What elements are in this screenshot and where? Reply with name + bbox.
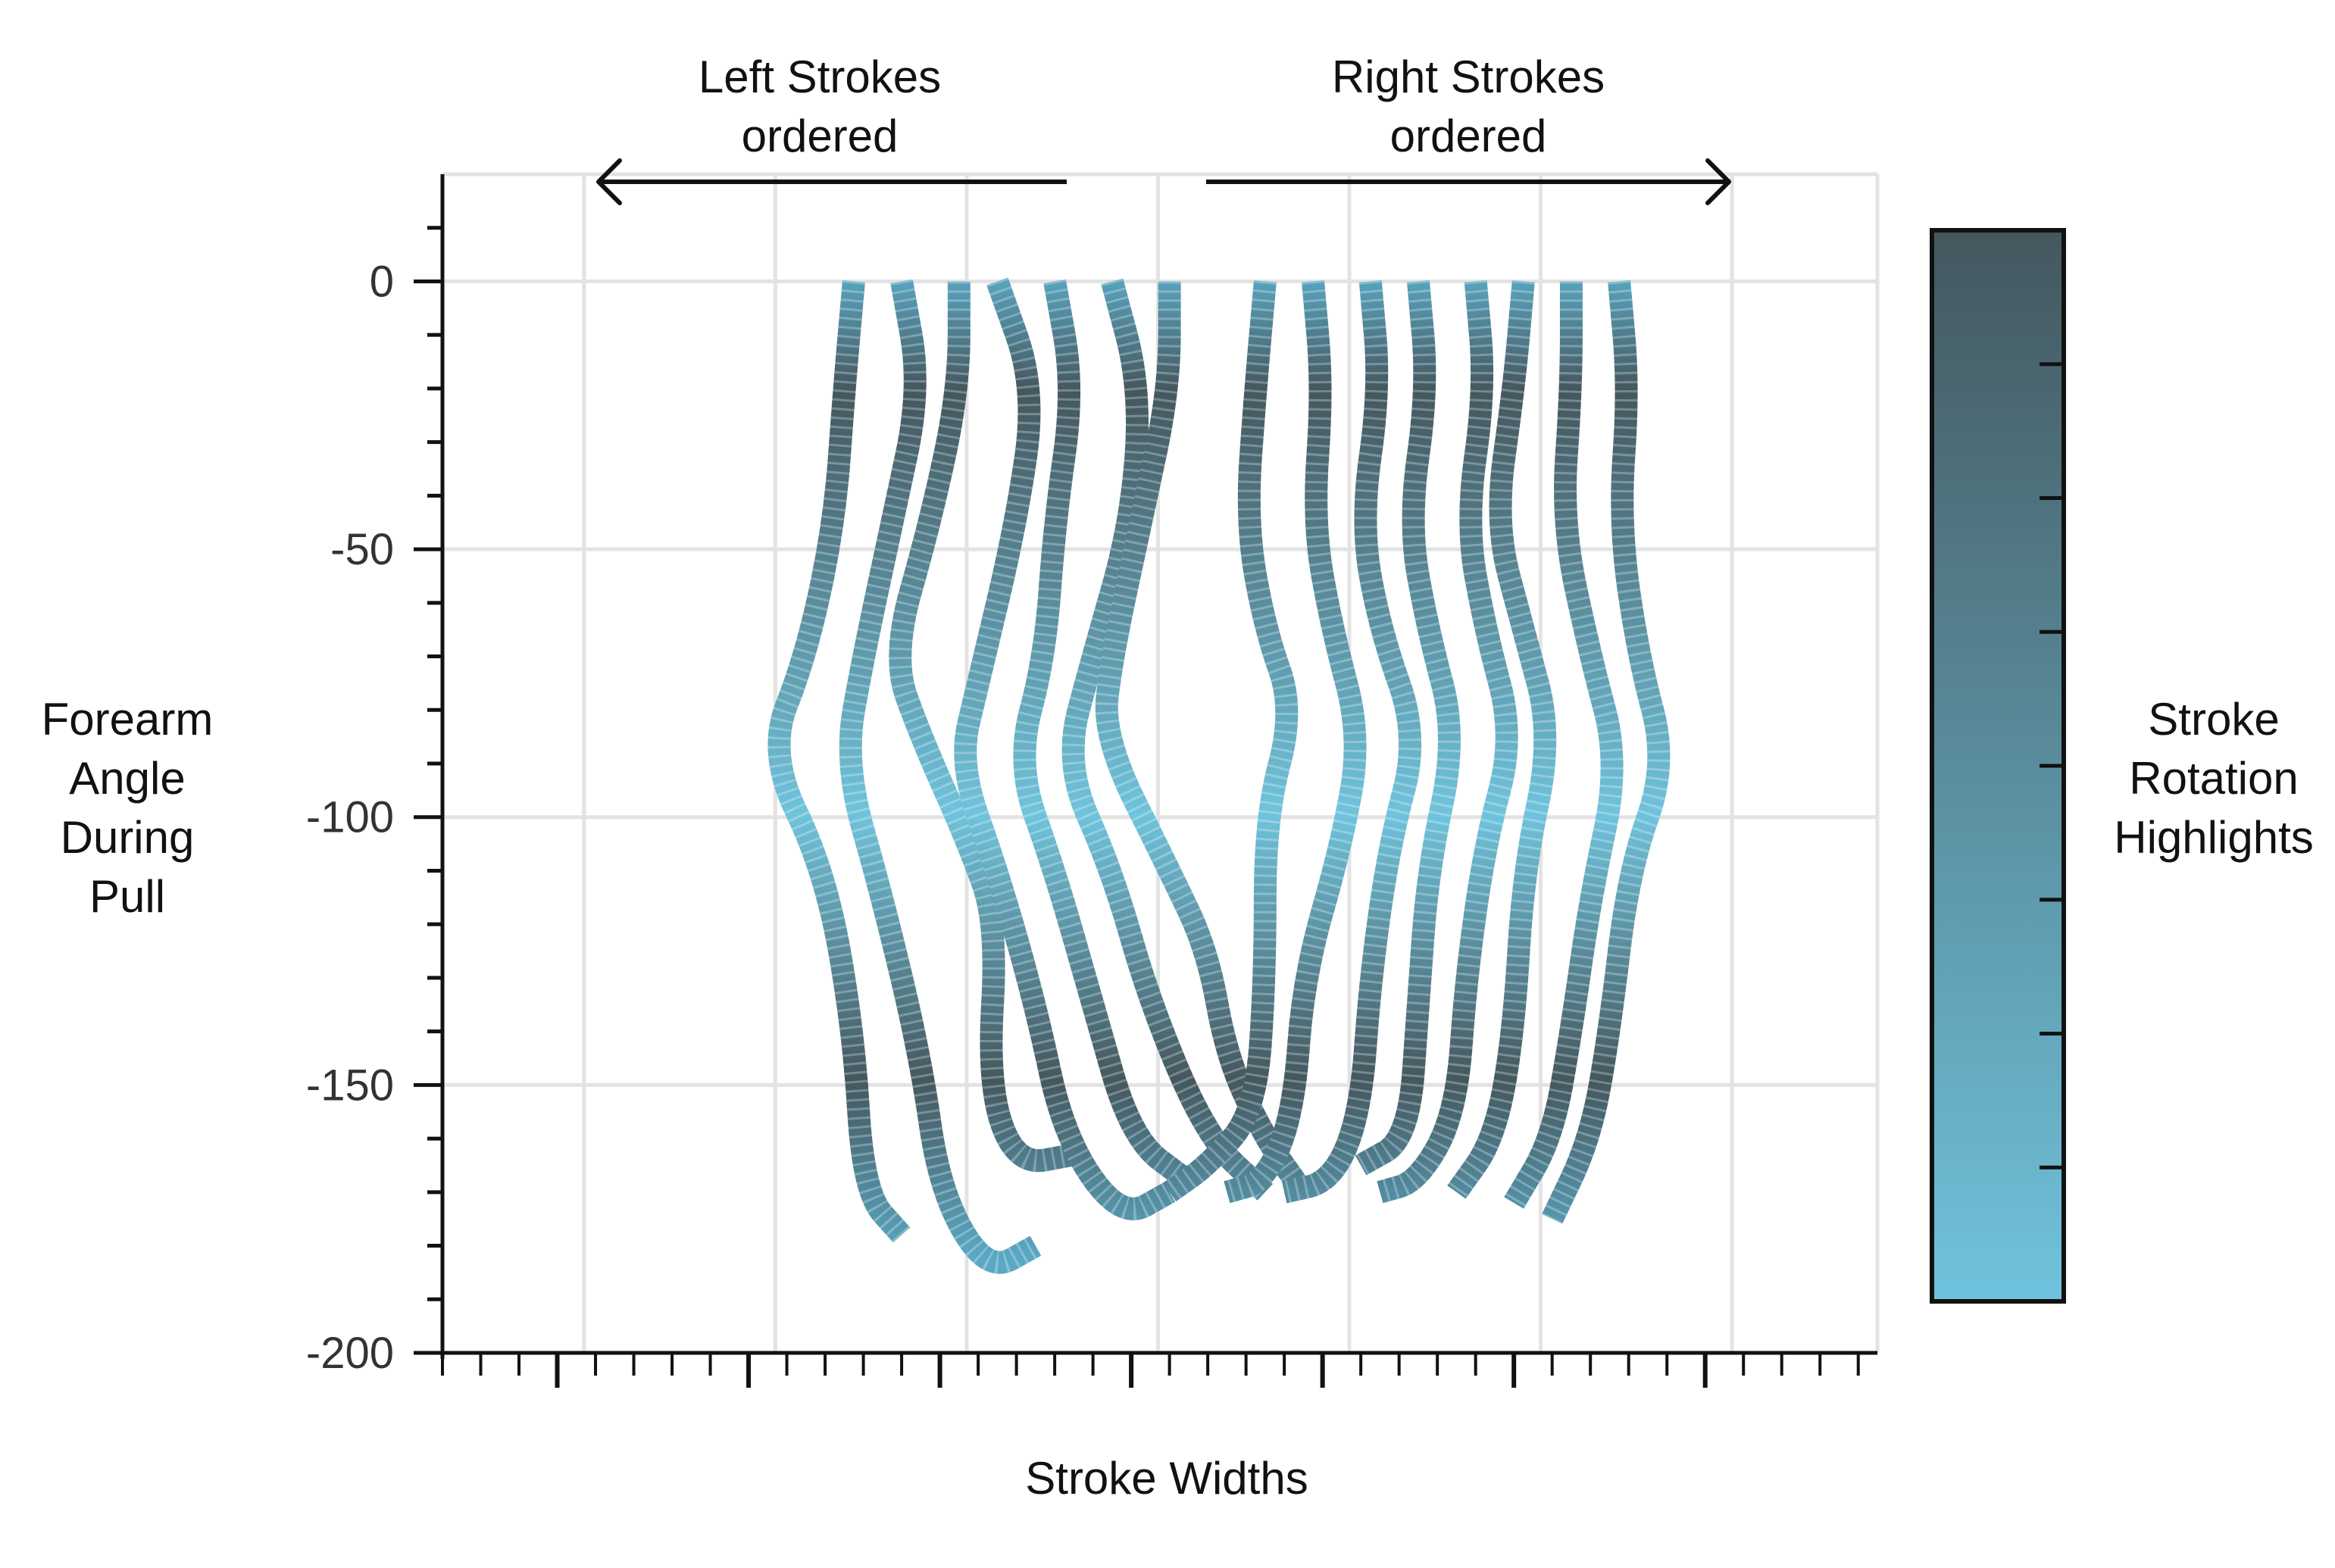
y-axis-label-line-4: Pull (89, 871, 165, 922)
left-annotation-line-2: ordered (742, 111, 899, 161)
stroke-left-2 (839, 279, 1042, 1274)
left-arrowhead (596, 158, 622, 205)
y-tick-label: -50 (330, 525, 394, 574)
stroke-texture-1 (767, 280, 911, 1243)
stroke-left-3 (889, 281, 1077, 1173)
y-axis-label-line-2: Angle (69, 753, 185, 804)
stroke-right-13 (1447, 280, 1557, 1199)
x-axis-label: Stroke Widths (1025, 1453, 1308, 1504)
y-axis-label-line-3: During (61, 812, 195, 863)
stroke-texture-11 (1355, 280, 1461, 1176)
stroke-texture-3 (889, 281, 1077, 1173)
stroke-texture-9 (1224, 280, 1367, 1204)
y-axis-label-line-1: Forearm (42, 694, 214, 745)
left-annotation-line-1: Left Strokes (699, 52, 941, 102)
stroke-texture-6 (1061, 278, 1274, 1201)
colorbar-label-line-2: Rotation (2129, 753, 2298, 804)
stroke-left-5 (1013, 279, 1196, 1191)
y-tick-label: -200 (306, 1329, 394, 1378)
stroke-texture-12 (1377, 280, 1518, 1204)
right-annotation-line-1: Right Strokes (1332, 52, 1605, 102)
colorbar-label-line-1: Stroke (2148, 694, 2279, 745)
stroke-texture-14 (1504, 281, 1624, 1209)
stroke-texture-7 (1095, 281, 1313, 1199)
stroke-texture-13 (1447, 280, 1557, 1199)
y-tick-label: -100 (306, 793, 394, 842)
stroke-right-9 (1224, 280, 1367, 1204)
axes: 0 -50 -100 -150 -200 (306, 174, 1877, 1388)
colorbar: Stroke Rotation Highlights (1930, 228, 2314, 1304)
stroke-right-8 (1163, 280, 1299, 1202)
stroke-left-4 (954, 277, 1175, 1220)
colorbar-label-line-3: Highlights (2114, 812, 2313, 863)
stroke-left-6 (1061, 278, 1274, 1201)
stroke-right-12 (1377, 280, 1518, 1204)
right-arrowhead (1705, 158, 1731, 205)
right-annotation: Right Strokes ordered (1206, 52, 1731, 205)
stroke-series (767, 277, 1671, 1274)
y-tick-label: 0 (370, 257, 394, 306)
stroke-right-11 (1355, 280, 1461, 1176)
right-annotation-line-2: ordered (1390, 111, 1547, 161)
stroke-right-10 (1281, 280, 1422, 1204)
stroke-left-1 (767, 280, 911, 1243)
left-annotation: Left Strokes ordered (596, 52, 1067, 205)
stroke-texture-10 (1281, 280, 1422, 1204)
y-axis-label: Forearm Angle During Pull (42, 694, 214, 922)
y-tick-label: -150 (306, 1060, 394, 1110)
colorbar-ticks (2040, 362, 2064, 1170)
stroke-right-14 (1504, 281, 1624, 1209)
stroke-right-15 (1542, 280, 1671, 1224)
stroke-texture-4 (954, 277, 1175, 1220)
stroke-texture-8 (1163, 280, 1299, 1202)
stroke-left-7 (1095, 281, 1313, 1199)
